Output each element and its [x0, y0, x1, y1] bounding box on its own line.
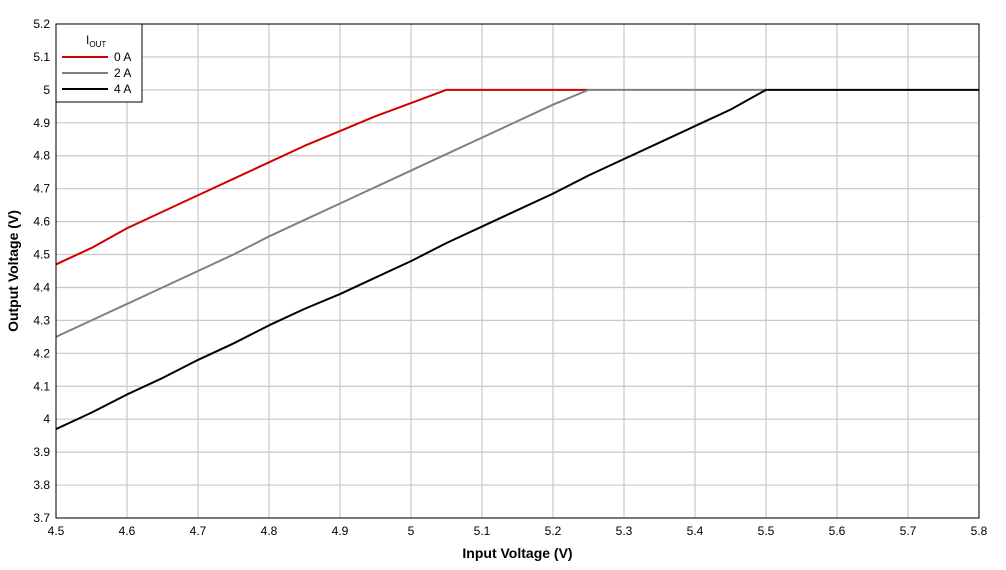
y-tick-label: 3.7 [33, 511, 50, 525]
x-tick-label: 4.8 [261, 524, 278, 538]
x-tick-label: 5.8 [971, 524, 988, 538]
y-tick-label: 4.6 [33, 215, 50, 229]
y-tick-label: 4.1 [33, 379, 50, 393]
x-tick-label: 5 [408, 524, 415, 538]
legend-label-1: 2 A [114, 66, 131, 80]
x-tick-label: 4.5 [48, 524, 65, 538]
legend-label-2: 4 A [114, 82, 131, 96]
legend-title-sub: OUT [89, 40, 106, 49]
y-tick-label: 4.9 [33, 116, 50, 130]
legend: IOUT 0 A 2 A 4 A [55, 23, 143, 103]
y-tick-label: 5.2 [33, 17, 50, 31]
x-axis-title: Input Voltage (V) [462, 545, 572, 561]
x-tick-label: 5.3 [616, 524, 633, 538]
legend-label-0: 0 A [114, 50, 131, 64]
legend-title: IOUT [86, 33, 106, 49]
plot-frame [55, 23, 980, 519]
y-tick-label: 5 [43, 83, 50, 97]
y-tick-label: 4.7 [33, 182, 50, 196]
y-tick-labels: 3.7 3.8 3.9 4 4.1 4.2 4.3 4.4 4.5 4.6 4.7 4.8 4.9 5 5.… [33, 17, 50, 525]
y-tick-label: 3.8 [33, 478, 50, 492]
y-tick-label: 4.3 [33, 313, 50, 327]
series-line-0 [56, 88, 589, 266]
x-tick-label: 5.5 [758, 524, 775, 538]
x-tick-label: 4.7 [190, 524, 207, 538]
x-tick-label: 5.4 [687, 524, 704, 538]
x-tick-label: 5.2 [545, 524, 562, 538]
y-tick-label: 5.1 [33, 50, 50, 64]
legend-title-main: I [86, 33, 89, 47]
y-tick-label: 4.2 [33, 346, 50, 360]
x-tick-label: 4.6 [119, 524, 136, 538]
x-tick-label: 5.7 [900, 524, 917, 538]
y-tick-label: 4.8 [33, 149, 50, 163]
grid [55, 23, 980, 519]
y-tick-label: 3.9 [33, 445, 50, 459]
x-tick-label: 5.6 [829, 524, 846, 538]
legend-items: 0 A 2 A 4 A [62, 50, 131, 96]
series-lines [56, 88, 979, 430]
y-tick-label: 4.5 [33, 248, 50, 262]
x-tick-labels: 4.5 4.6 4.7 4.8 4.9 5 5.1 5.2 5.3 5.4 5.5 5.6 5.7 5.8 [48, 524, 988, 538]
series-line-2 [56, 88, 979, 430]
y-tick-label: 4.4 [33, 280, 50, 294]
y-tick-label: 4 [43, 412, 50, 426]
x-tick-label: 5.1 [474, 524, 491, 538]
y-axis-title: Output Voltage (V) [5, 210, 21, 332]
series-line-1 [56, 88, 766, 338]
x-tick-label: 4.9 [332, 524, 349, 538]
